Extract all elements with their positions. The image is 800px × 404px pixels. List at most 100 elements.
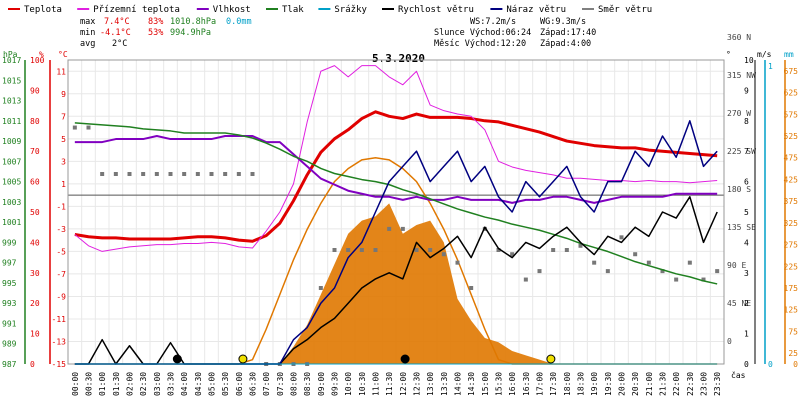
winddir-unit: ° — [726, 50, 731, 59]
temperature-tick-9: 3 — [61, 157, 66, 166]
winddir-point-34 — [537, 269, 542, 274]
x-tick-21: 10:30 — [358, 372, 367, 396]
legend-label-0: Teplota — [24, 5, 62, 15]
marker-sunrise — [238, 354, 248, 364]
series-line-4 — [74, 196, 718, 365]
temperature-tick-3: -9 — [56, 292, 66, 301]
winddir-tick-7: 315 NW — [727, 71, 756, 80]
solar-tick-4: 175 — [784, 284, 799, 293]
x-tick-43: 21:30 — [659, 372, 668, 396]
pressure-tick-10: 1007 — [2, 157, 21, 166]
solar-tick-3: 125 — [784, 306, 799, 315]
x-tick-41: 20:30 — [631, 372, 640, 396]
marker-moonrise — [400, 354, 410, 364]
windspeed-tick-2: 2 — [744, 299, 749, 308]
marker-sunset — [546, 354, 556, 364]
winddir-point-5 — [141, 172, 146, 176]
winddir-point-7 — [168, 172, 173, 176]
winddir-point-11 — [223, 172, 228, 176]
humidity-tick-4: 40 — [30, 238, 40, 247]
x-tick-33: 16:30 — [522, 372, 531, 396]
solar-tick-7: 325 — [784, 219, 799, 228]
min-label: min — [80, 28, 95, 38]
winddir-point-43 — [660, 269, 665, 274]
legend-label-6: Náraz větru — [506, 5, 566, 15]
x-tick-7: 03:30 — [167, 372, 176, 396]
winddir-point-0 — [72, 125, 77, 130]
pressure-tick-14: 1015 — [2, 76, 21, 85]
temperature-tick-4: -7 — [56, 270, 66, 279]
humidity-tick-9: 90 — [30, 86, 40, 95]
marker-moonset — [172, 354, 182, 364]
pressure-tick-7: 1001 — [2, 218, 21, 227]
plot-area — [72, 65, 720, 366]
temperature-tick-12: 9 — [61, 90, 66, 99]
ws-text: WS:7.2m/s — [470, 17, 516, 27]
x-tick-25: 12:30 — [413, 372, 422, 396]
windspeed-tick-10: 10 — [744, 56, 754, 65]
winddir-point-45 — [687, 260, 692, 265]
x-tick-12: 06:00 — [235, 372, 244, 396]
x-tick-1: 00:30 — [85, 372, 94, 396]
temperature-tick-1: -13 — [52, 337, 67, 346]
winddir-point-35 — [551, 248, 556, 252]
solar-tick-0: 0 — [793, 360, 798, 369]
pressure-tick-2: 991 — [2, 319, 17, 328]
pressure-tick-12: 1011 — [2, 117, 21, 126]
sun-text: Slunce Východ:06:24 — [434, 28, 531, 38]
legend: Teplota Přízemní teplota Vlhkost Tlak Srážky… — [8, 5, 652, 15]
winddir-point-8 — [182, 172, 187, 176]
temperature-unit: °C — [58, 50, 68, 59]
humidity-tick-10: 100 — [30, 56, 45, 65]
moon-set-text: Západ:4:00 — [540, 39, 591, 49]
temperature-tick-6: -3 — [56, 225, 66, 234]
chart-title: 5.3.2020 — [372, 52, 425, 65]
humidity-tick-5: 50 — [30, 208, 40, 217]
x-tick-0: 00:00 — [71, 372, 80, 396]
x-tick-17: 08:30 — [303, 372, 312, 396]
x-tick-26: 13:00 — [426, 372, 435, 396]
x-tick-22: 11:00 — [372, 372, 381, 396]
x-tick-45: 22:30 — [686, 372, 695, 396]
winddir-tick-3: 135 SE — [727, 223, 756, 232]
x-tick-9: 04:30 — [194, 372, 203, 396]
min-hum: 53% — [148, 28, 163, 38]
x-tick-37: 18:30 — [577, 372, 586, 396]
x-tick-32: 16:00 — [508, 372, 517, 396]
winddir-point-33 — [523, 277, 528, 282]
wg-text: WG:9.3m/s — [540, 17, 586, 27]
winddir-point-23 — [387, 226, 392, 231]
x-tick-13: 06:30 — [249, 372, 258, 396]
max-hum: 83% — [148, 17, 163, 27]
winddir-tick-4: 180 S — [727, 185, 751, 194]
x-tick-20: 10:00 — [344, 372, 353, 396]
winddir-point-37 — [578, 243, 583, 248]
windspeed-tick-1: 1 — [744, 330, 749, 339]
winddir-point-26 — [428, 248, 433, 252]
windspeed-tick-7: 7 — [744, 147, 749, 156]
winddir-point-19 — [332, 248, 337, 252]
humidity-tick-0: 0 — [30, 360, 35, 369]
winddir-point-28 — [455, 260, 460, 265]
x-tick-30: 15:00 — [481, 372, 490, 396]
sun-set-text: Západ:17:40 — [540, 28, 596, 38]
avg-temp: 2°C — [112, 39, 127, 49]
solar-radiation-area — [74, 203, 718, 364]
winddir-point-1 — [86, 125, 91, 130]
min-press: 994.9hPa — [170, 28, 211, 38]
pressure-tick-0: 987 — [2, 360, 17, 369]
winddir-point-46 — [701, 277, 706, 282]
winddir-point-27 — [441, 252, 446, 257]
x-tick-40: 20:00 — [618, 372, 627, 396]
winddir-point-40 — [619, 235, 624, 240]
x-tick-15: 07:30 — [276, 372, 285, 396]
temperature-tick-13: 11 — [56, 67, 66, 76]
temperature-tick-11: 7 — [61, 112, 66, 121]
x-tick-34: 17:00 — [536, 372, 545, 396]
humidity-tick-6: 60 — [30, 178, 40, 187]
max-label: max — [80, 17, 95, 27]
humidity-tick-7: 70 — [30, 147, 40, 156]
winddir-point-18 — [318, 286, 323, 290]
series-line-0 — [74, 110, 718, 243]
winddir-point-24 — [400, 226, 405, 231]
